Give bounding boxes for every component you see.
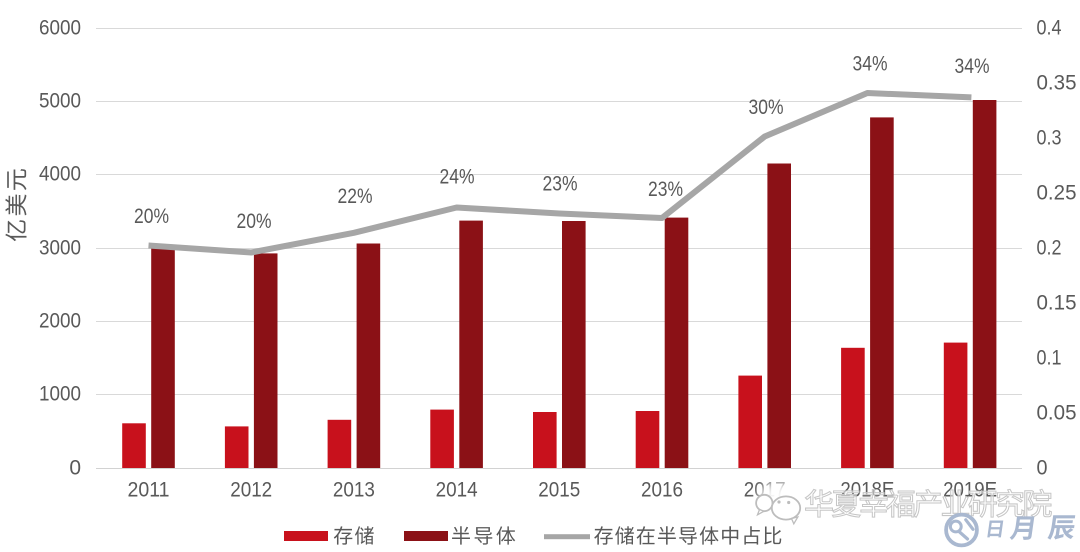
svg-text:0.1: 0.1 bbox=[1037, 347, 1062, 370]
svg-text:2012: 2012 bbox=[230, 479, 272, 502]
svg-text:0: 0 bbox=[1037, 457, 1048, 480]
svg-text:0.3: 0.3 bbox=[1037, 127, 1062, 150]
svg-text:2000: 2000 bbox=[39, 310, 81, 333]
svg-text:0.35: 0.35 bbox=[1037, 72, 1077, 95]
svg-text:0.2: 0.2 bbox=[1037, 237, 1062, 260]
svg-text:0.05: 0.05 bbox=[1037, 402, 1077, 425]
svg-text:34%: 34% bbox=[853, 53, 888, 76]
svg-text:24%: 24% bbox=[440, 166, 475, 189]
svg-text:2011: 2011 bbox=[128, 479, 170, 502]
svg-text:0.25: 0.25 bbox=[1037, 182, 1077, 205]
svg-text:0: 0 bbox=[69, 457, 81, 480]
svg-text:4000: 4000 bbox=[39, 163, 81, 186]
svg-text:1000: 1000 bbox=[39, 383, 81, 406]
svg-text:23%: 23% bbox=[648, 178, 683, 201]
svg-text:20%: 20% bbox=[134, 205, 169, 228]
svg-text:22%: 22% bbox=[338, 185, 373, 208]
svg-text:20%: 20% bbox=[237, 210, 272, 233]
svg-text:6000: 6000 bbox=[39, 17, 81, 40]
svg-text:34%: 34% bbox=[955, 55, 990, 78]
svg-text:2014: 2014 bbox=[436, 479, 478, 502]
svg-text:2013: 2013 bbox=[333, 479, 375, 502]
svg-text:2015: 2015 bbox=[538, 479, 580, 502]
svg-text:5000: 5000 bbox=[39, 90, 81, 113]
svg-text:2016: 2016 bbox=[641, 479, 683, 502]
svg-text:30%: 30% bbox=[749, 96, 784, 119]
svg-text:0.4: 0.4 bbox=[1037, 17, 1062, 40]
svg-text:0.15: 0.15 bbox=[1037, 292, 1077, 315]
svg-text:3000: 3000 bbox=[39, 237, 81, 260]
svg-text:23%: 23% bbox=[543, 173, 578, 196]
